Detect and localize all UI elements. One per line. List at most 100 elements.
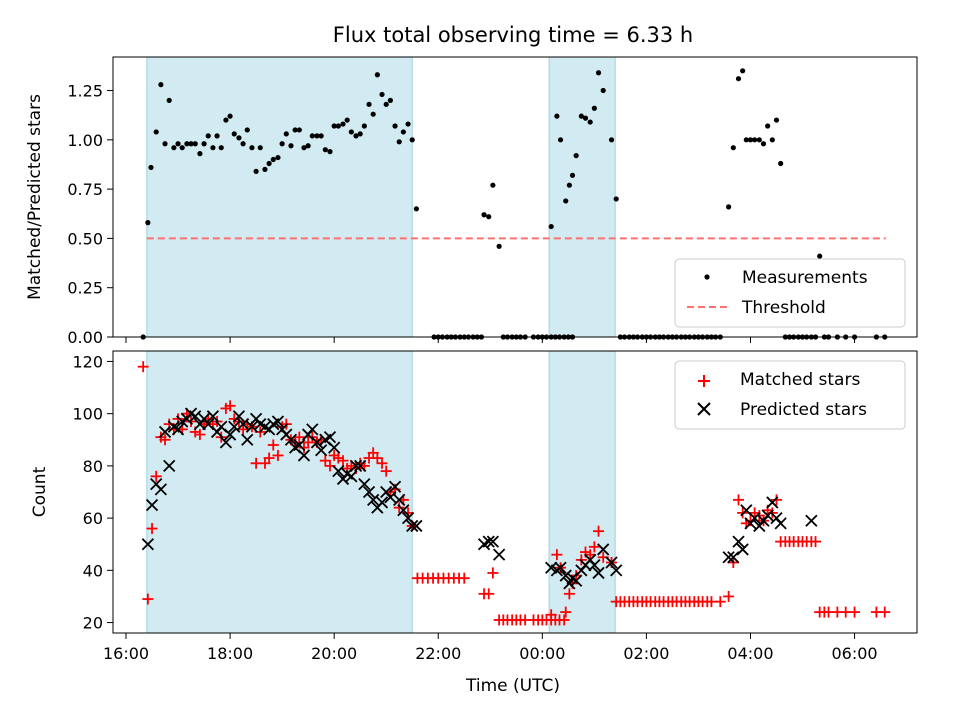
measurement-point (231, 131, 237, 137)
measurement-point (817, 253, 823, 259)
matched-point (558, 614, 570, 626)
predicted-point (384, 491, 397, 504)
shaded-span (548, 56, 616, 338)
predicted-point (610, 564, 623, 577)
legend-predicted-label: Predicted stars (740, 400, 867, 420)
measurement-point (270, 156, 276, 163)
predicted-point (727, 551, 740, 564)
predicted-stars-points (141, 407, 818, 590)
predicted-point (206, 410, 220, 423)
top-axes-frame (112, 56, 918, 338)
top-x-ticks (125, 337, 856, 343)
bottom-panel: 20 40 60 80 100 120 16:00 18:00 20:00 22:00 00:00… (30, 350, 918, 696)
predicted-point (328, 441, 341, 454)
matched-point (458, 572, 470, 584)
measurement-point (740, 68, 746, 74)
y-tick-label: 0.00 (67, 328, 103, 347)
bottom-y-ticks: 20 40 60 80 100 120 (72, 352, 113, 633)
predicted-point (406, 519, 419, 533)
measurement-point (201, 141, 207, 147)
measurement-point (318, 133, 324, 139)
x-tick-label: 18:00 (207, 644, 253, 663)
predicted-point (310, 436, 324, 449)
predicted-point (748, 511, 761, 525)
measurement-point (153, 129, 159, 135)
measurement-point (158, 82, 164, 88)
measurement-point (227, 113, 233, 119)
measurement-point (387, 97, 393, 103)
measurement-point (756, 137, 762, 143)
predicted-point (605, 556, 618, 569)
measurement-point (752, 137, 758, 143)
matched-point (194, 429, 206, 441)
measurement-point (747, 137, 754, 143)
matched-point (714, 596, 726, 608)
predicted-point (315, 444, 328, 457)
matched-point (272, 449, 284, 461)
measurement-point (348, 129, 354, 135)
matched-point (319, 455, 331, 467)
y-tick-label: 80 (83, 457, 103, 476)
x-tick-label: 04:00 (727, 644, 773, 663)
predicted-point (592, 566, 605, 580)
predicted-point (482, 535, 495, 548)
measurement-point (557, 137, 564, 143)
chart-title: Flux total observing time = 6.33 h (333, 23, 693, 47)
measurement-point (481, 212, 487, 218)
shaded-span (146, 56, 413, 338)
y-tick-label: 120 (72, 352, 103, 371)
top-panel: 0.00 0.25 0.50 0.75 1.00 1.25 Matched/Predict… (25, 56, 918, 347)
measurement-point (366, 101, 372, 107)
measurement-point (760, 141, 767, 147)
top-y-ticks: 0.00 0.25 0.50 0.75 1.00 1.25 (67, 82, 113, 347)
measurement-point (188, 141, 194, 147)
legend-threshold-label: Threshold (741, 298, 826, 318)
measurement-point (405, 121, 411, 127)
measurement-point (357, 131, 363, 137)
predicted-point (722, 551, 735, 564)
predicted-point (588, 558, 601, 572)
measurement-point (582, 115, 589, 121)
top-legend: Measurements Threshold (674, 258, 906, 328)
measurement-point (214, 133, 220, 139)
predicted-point (375, 496, 389, 509)
measurement-point (205, 133, 211, 139)
measurement-point (179, 145, 185, 151)
predicted-point (492, 548, 506, 561)
predicted-point (171, 423, 185, 436)
measurement-point (409, 137, 415, 143)
top-y-axis-label: Matched/Predicted stars (25, 94, 45, 300)
measurement-point (184, 141, 190, 147)
x-tick-label: 20:00 (311, 644, 357, 663)
measurement-point (392, 123, 398, 129)
predicted-point (297, 449, 311, 462)
matched-point (293, 431, 305, 443)
matched-point (879, 606, 891, 618)
measurement-point (587, 119, 593, 125)
measurement-point (266, 160, 272, 167)
predicted-point (367, 493, 380, 506)
measurement-point (730, 145, 736, 151)
matched-point (224, 400, 236, 412)
predicted-point (306, 423, 319, 436)
shaded-span (548, 350, 616, 634)
matched-stars-points (137, 361, 891, 626)
measurement-point (210, 145, 216, 151)
measurement-point (327, 149, 333, 155)
measurement-point (171, 145, 177, 151)
measurement-point (192, 141, 198, 147)
bottom-shaded-spans (146, 350, 616, 634)
measurement-point (613, 196, 619, 202)
x-tick-label: 00:00 (519, 644, 565, 663)
predicted-point (189, 410, 202, 423)
measurement-point (223, 117, 229, 123)
predicted-point (345, 470, 358, 483)
legend-measurements-label: Measurements (742, 268, 868, 288)
predicted-point (158, 425, 172, 439)
measurement-point (309, 133, 315, 139)
measurement-point (569, 172, 576, 178)
measurement-point (344, 117, 350, 123)
measurement-point (305, 143, 311, 149)
matched-point (337, 455, 349, 467)
predicted-point (323, 431, 337, 444)
